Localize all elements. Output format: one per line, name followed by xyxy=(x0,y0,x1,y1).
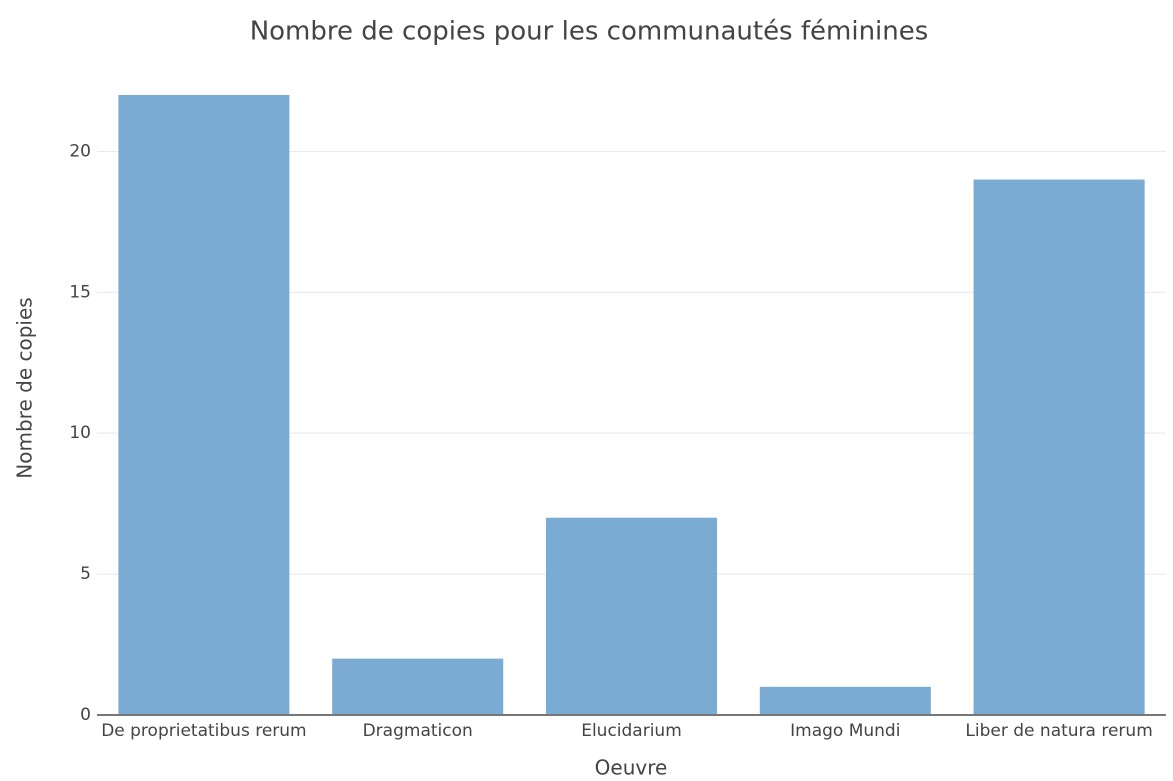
bar xyxy=(545,517,718,715)
x-tick-label: Imago Mundi xyxy=(790,721,900,741)
y-axis-title: Nombre de copies xyxy=(13,297,37,478)
x-axis-title: Oeuvre xyxy=(595,756,668,780)
y-tick-label: 0 xyxy=(80,705,91,725)
y-tick-label: 5 xyxy=(80,564,91,584)
bar xyxy=(759,686,931,715)
bar xyxy=(332,658,504,715)
x-tick-label: Elucidarium xyxy=(581,721,682,741)
bar xyxy=(973,179,1145,715)
bar xyxy=(118,95,290,715)
x-tick-label: De proprietatibus rerum xyxy=(101,721,306,741)
x-tick-label: Liber de natura rerum xyxy=(965,721,1152,741)
y-tick-label: 10 xyxy=(69,423,91,443)
x-tick-label: Dragmaticon xyxy=(363,721,473,741)
y-tick-label: 15 xyxy=(69,282,91,302)
chart-title: Nombre de copies pour les communautés fé… xyxy=(250,17,929,47)
y-tick-label: 20 xyxy=(69,141,91,161)
